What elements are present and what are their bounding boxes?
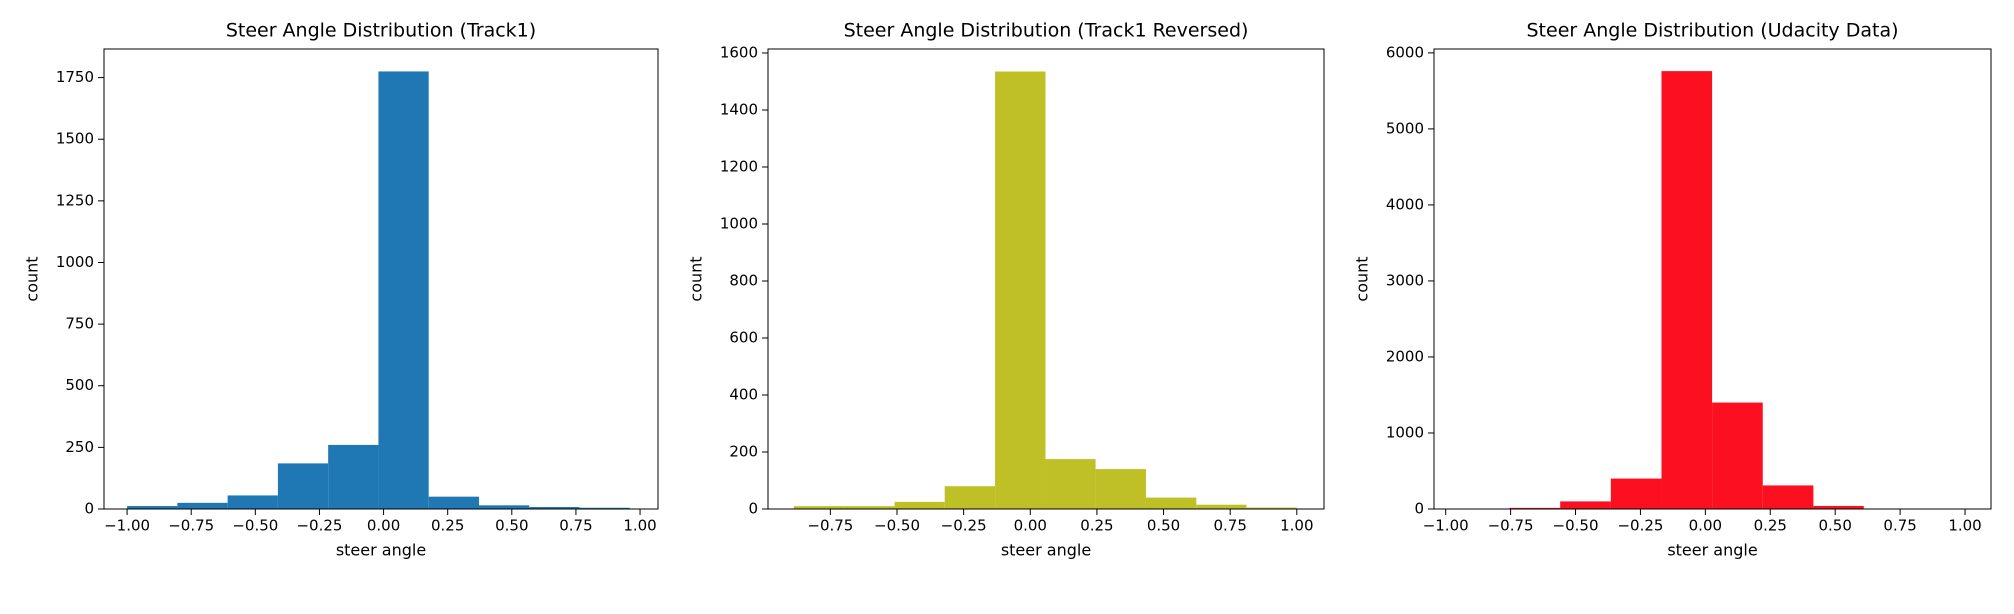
bar (944, 486, 996, 509)
subplot: −1.00 −0.75 −0.50 −0.25 0.00 0.25 0.50 0.75 1.00… (1353, 20, 1992, 560)
x-tick-label: −0.50 (874, 517, 920, 535)
x-tick-label: 1.00 (1280, 517, 1313, 535)
bar (478, 505, 530, 509)
y-axis-label: count (1353, 256, 1372, 301)
y-tick-label: 6000 (1386, 43, 1424, 61)
y-tick-label: 0 (84, 500, 94, 518)
y-tick-label: 500 (65, 376, 94, 394)
y-tick-label: 1400 (720, 100, 758, 118)
bar (328, 444, 379, 509)
bar (1712, 402, 1763, 509)
bar (1509, 507, 1561, 509)
x-tick-label: −0.25 (296, 517, 342, 535)
bar (1813, 505, 1864, 509)
bar (844, 506, 895, 509)
y-tick-label: 1500 (56, 130, 94, 148)
y-tick-label: 1750 (56, 68, 94, 86)
bar (1196, 504, 1247, 509)
bar (277, 463, 329, 509)
y-tick-label: 0 (748, 500, 758, 518)
x-axis-label: steer angle (1667, 541, 1757, 560)
subplot: −1.00 −0.75 −0.50 −0.25 0.00 0.25 0.50 0.75 1.00… (23, 20, 659, 560)
bar (1095, 469, 1146, 509)
x-tick-label: 0.25 (1754, 517, 1787, 535)
bar (894, 501, 945, 509)
x-tick-label: −0.25 (941, 517, 987, 535)
chart-title: Steer Angle Distribution (Track1) (226, 20, 536, 42)
x-tick-label: −1.00 (1423, 517, 1469, 535)
subplot: −0.75 −0.50 −0.25 0.00 0.25 0.50 0.75 1.00 0 200 4… (687, 20, 1325, 560)
x-tick-label: 0.25 (1080, 517, 1113, 535)
y-tick-label: 600 (729, 328, 758, 346)
y-tick-label: 750 (65, 315, 94, 333)
x-tick-label: 0.00 (367, 517, 400, 535)
x-tick-label: 0.00 (1014, 517, 1047, 535)
x-axis-label: steer angle (336, 541, 426, 560)
bar (177, 502, 228, 509)
y-axis-label: count (687, 256, 706, 301)
bar (127, 506, 178, 509)
y-tick-label: 0 (1414, 500, 1424, 518)
bar (1246, 507, 1297, 509)
bar (1145, 497, 1197, 509)
y-tick-label: 2000 (1386, 347, 1424, 365)
y-tick-label: 400 (729, 385, 758, 403)
x-tick-label: 0.50 (1818, 517, 1851, 535)
x-tick-label: 0.75 (559, 517, 592, 535)
y-tick-label: 1250 (56, 191, 94, 209)
bar (579, 507, 630, 509)
bar (1661, 71, 1713, 510)
y-tick-label: 200 (729, 442, 758, 460)
bar (378, 71, 429, 509)
y-tick-label: 1000 (1386, 423, 1424, 441)
y-axis-label: count (23, 256, 42, 301)
x-tick-label: 0.75 (1883, 517, 1916, 535)
x-tick-label: 0.75 (1213, 517, 1246, 535)
chart-title: Steer Angle Distribution (Udacity Data) (1527, 20, 1899, 42)
y-tick-label: 3000 (1386, 271, 1424, 289)
x-tick-label: −0.50 (232, 517, 278, 535)
x-tick-label: −0.25 (1617, 517, 1663, 535)
x-tick-label: 0.50 (495, 517, 528, 535)
bar (428, 496, 479, 509)
x-tick-label: −1.00 (104, 517, 150, 535)
x-tick-label: 0.00 (1689, 517, 1722, 535)
y-tick-label: 1200 (720, 157, 758, 175)
bar (529, 507, 580, 509)
bar (1610, 478, 1662, 509)
y-tick-label: 5000 (1386, 119, 1424, 137)
y-tick-label: 1600 (720, 43, 758, 61)
axes-frame (1433, 48, 1992, 510)
x-tick-label: 1.00 (623, 517, 656, 535)
x-tick-label: 0.25 (431, 517, 464, 535)
chart-title: Steer Angle Distribution (Track1 Reverse… (844, 20, 1249, 42)
y-tick-label: 4000 (1386, 195, 1424, 213)
x-tick-label: −0.50 (1553, 517, 1599, 535)
x-tick-label: −0.75 (1488, 517, 1534, 535)
x-tick-label: −0.75 (807, 517, 853, 535)
bar (227, 495, 278, 509)
axes-frame (103, 48, 659, 510)
y-tick-label: 1000 (56, 253, 94, 271)
bar (793, 506, 845, 509)
bar (1762, 485, 1814, 509)
x-tick-label: 1.00 (1948, 517, 1981, 535)
x-tick-label: −0.75 (168, 517, 214, 535)
y-tick-label: 800 (729, 271, 758, 289)
bar (995, 71, 1046, 509)
y-tick-label: 1000 (720, 214, 758, 232)
bar (1045, 459, 1096, 509)
axes-frame (767, 48, 1325, 510)
y-tick-label: 250 (65, 438, 94, 456)
bar (1560, 501, 1611, 509)
x-tick-label: 0.50 (1147, 517, 1180, 535)
x-axis-label: steer angle (1001, 541, 1091, 560)
